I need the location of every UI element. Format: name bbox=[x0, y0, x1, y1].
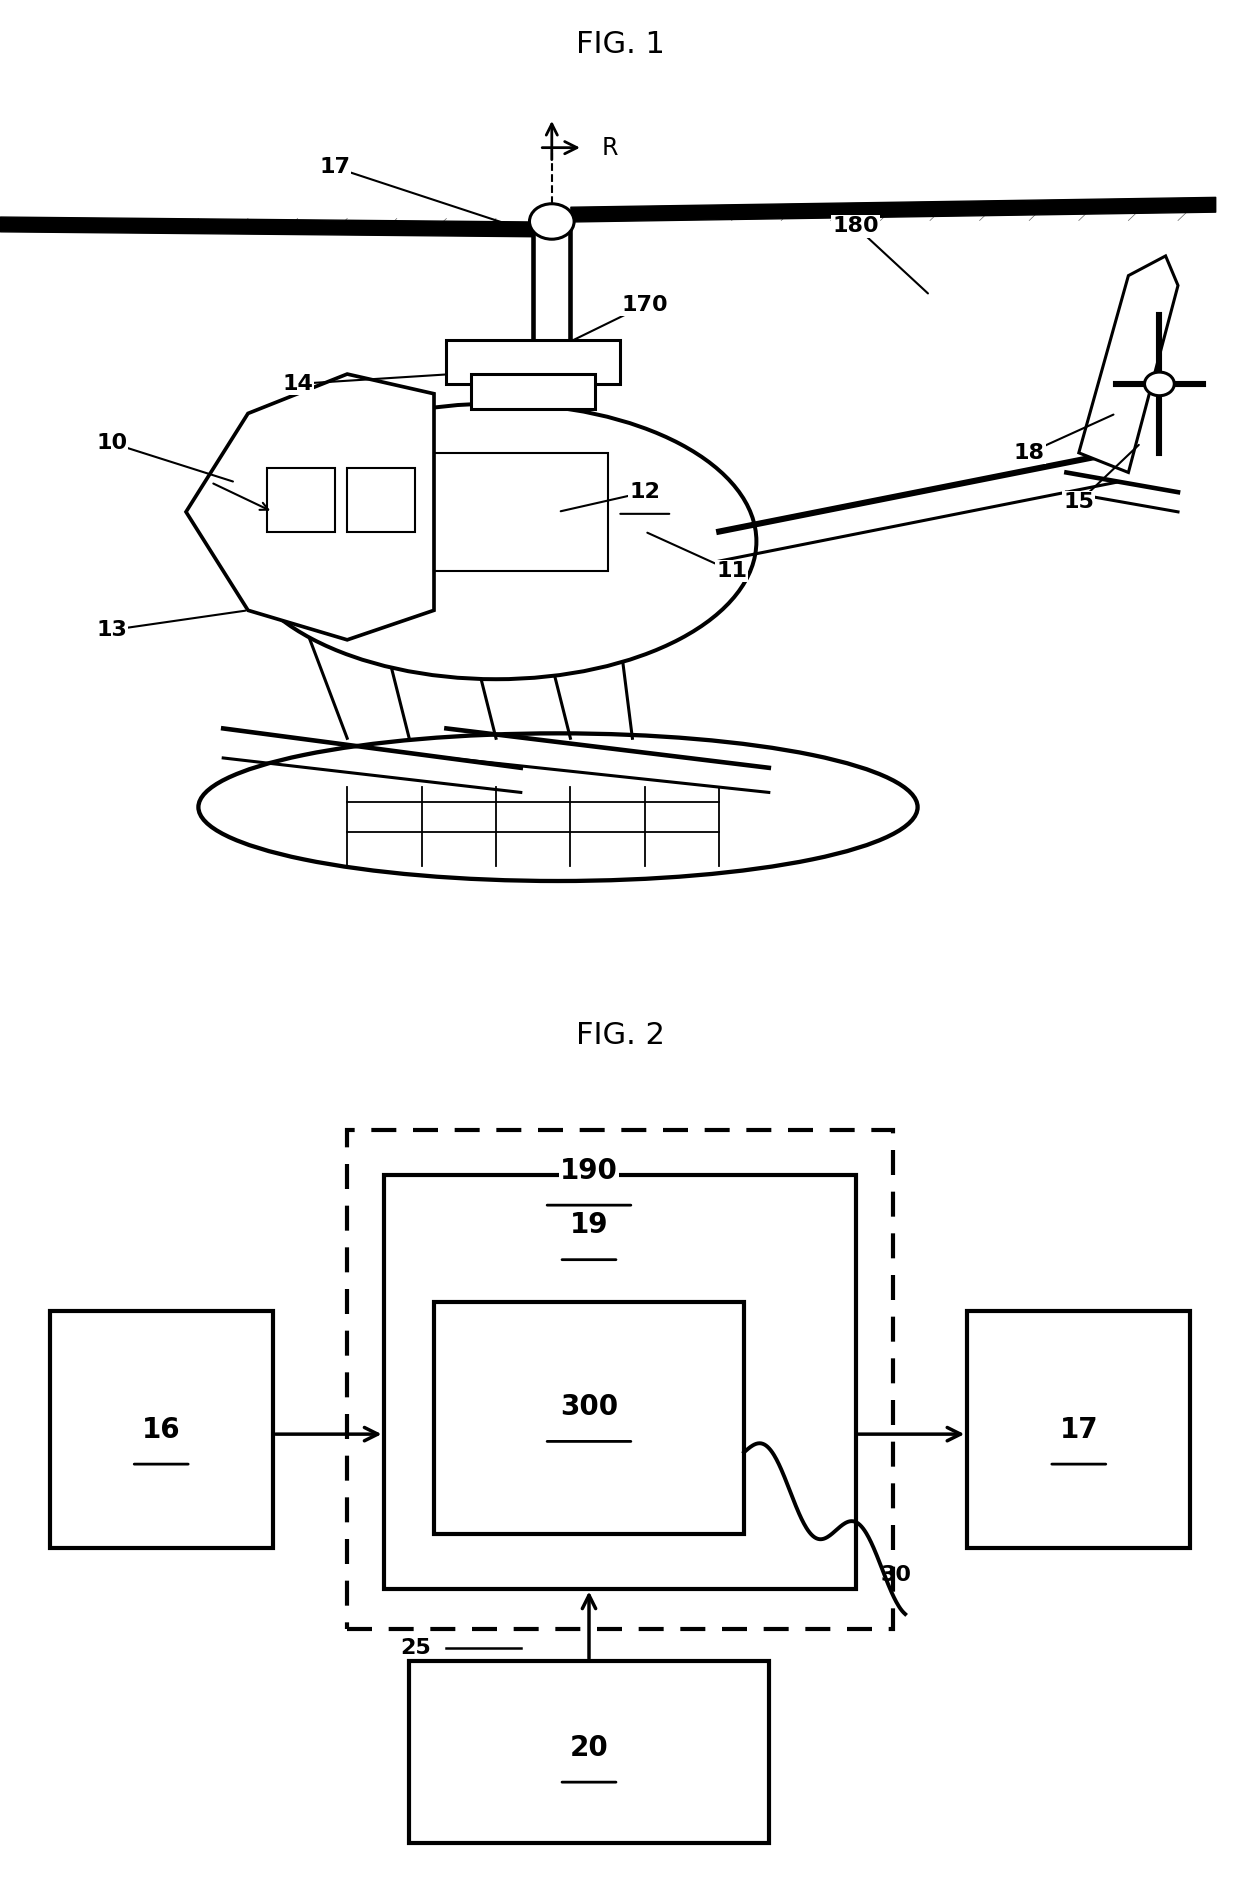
Text: 18: 18 bbox=[1014, 443, 1044, 462]
Circle shape bbox=[1145, 373, 1174, 396]
Text: 11: 11 bbox=[717, 560, 746, 581]
Bar bbox=[409, 1662, 769, 1844]
Text: 19: 19 bbox=[569, 1212, 609, 1240]
Polygon shape bbox=[186, 375, 434, 640]
Text: FIG. 2: FIG. 2 bbox=[575, 1020, 665, 1051]
Text: 17: 17 bbox=[320, 157, 351, 178]
Bar bbox=[446, 339, 620, 384]
Circle shape bbox=[529, 204, 574, 239]
Text: 300: 300 bbox=[560, 1393, 618, 1422]
Text: 20: 20 bbox=[569, 1734, 609, 1762]
Text: R: R bbox=[601, 136, 618, 159]
Text: 15: 15 bbox=[1064, 492, 1094, 511]
Text: 12: 12 bbox=[630, 483, 660, 502]
Text: 17: 17 bbox=[1059, 1416, 1099, 1444]
Bar bbox=[384, 1176, 856, 1588]
Bar bbox=[267, 468, 335, 532]
Text: 13: 13 bbox=[97, 621, 126, 640]
Bar bbox=[347, 1130, 893, 1630]
Text: FIG. 1: FIG. 1 bbox=[575, 30, 665, 59]
Ellipse shape bbox=[236, 403, 756, 680]
Bar bbox=[471, 375, 595, 409]
Text: 16: 16 bbox=[141, 1416, 181, 1444]
Bar bbox=[434, 1302, 744, 1533]
Text: 190: 190 bbox=[560, 1157, 618, 1185]
Bar bbox=[967, 1312, 1190, 1548]
Text: 10: 10 bbox=[95, 433, 128, 452]
Bar bbox=[50, 1312, 273, 1548]
Bar bbox=[434, 452, 608, 572]
Bar bbox=[347, 468, 415, 532]
Text: 180: 180 bbox=[832, 216, 879, 237]
Text: 30: 30 bbox=[880, 1566, 911, 1584]
Text: 170: 170 bbox=[621, 295, 668, 314]
Text: 25: 25 bbox=[401, 1637, 430, 1658]
Polygon shape bbox=[1079, 256, 1178, 473]
Text: 14: 14 bbox=[283, 375, 312, 394]
